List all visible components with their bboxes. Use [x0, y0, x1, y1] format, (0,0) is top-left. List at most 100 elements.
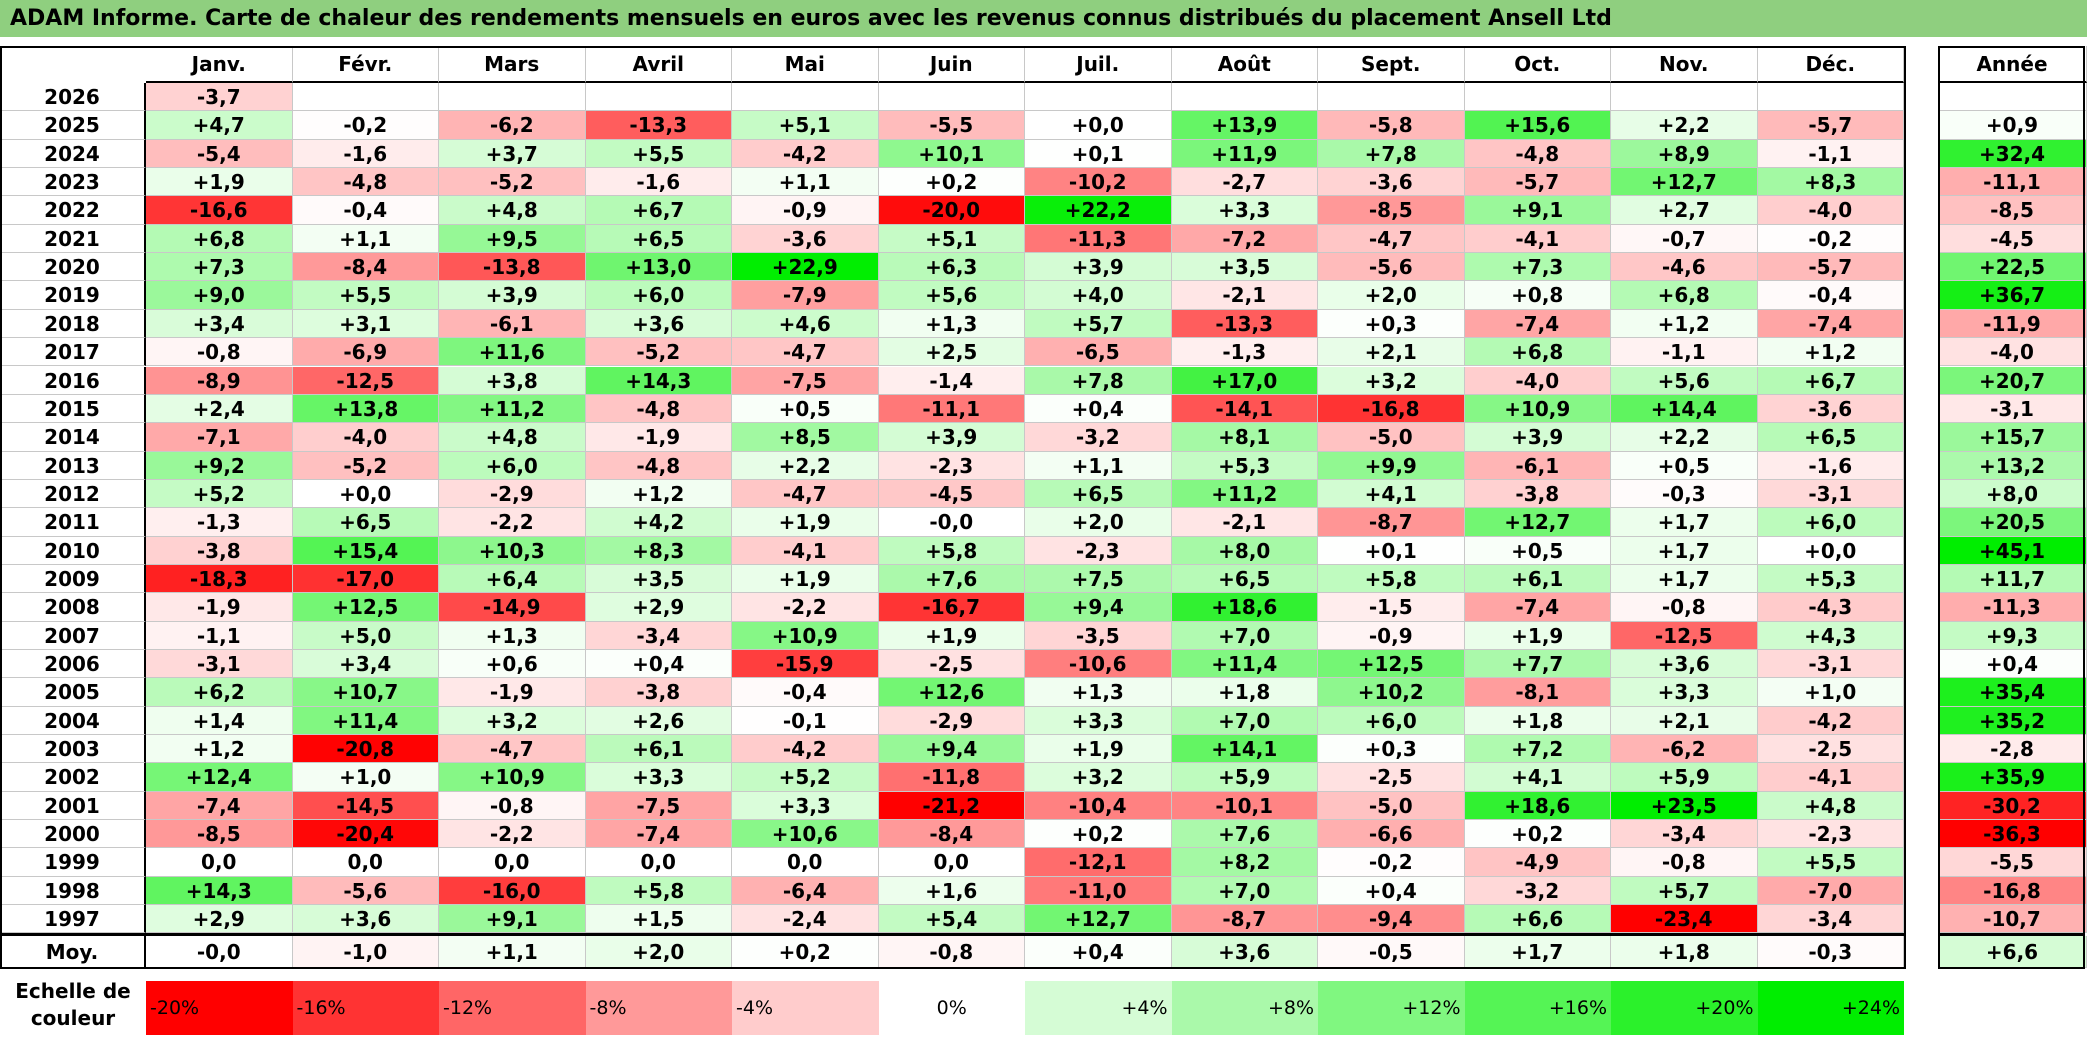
heatmap-cell: -9,4 — [1318, 905, 1465, 934]
heatmap-cell: +6,5 — [585, 224, 732, 254]
annual-cell: -36,3 — [1938, 820, 2087, 849]
heatmap-cell: -11,0 — [1025, 876, 1172, 906]
heatmap-cell: -2,9 — [878, 706, 1025, 736]
heatmap-cell: +3,4 — [292, 650, 439, 679]
heatmap-cell: +11,4 — [292, 706, 439, 736]
annual-cell: -30,2 — [1938, 791, 2087, 821]
heatmap-cell: -7,4 — [146, 791, 293, 821]
heatmap-cell: +5,9 — [1171, 763, 1318, 792]
heatmap-cell: +1,2 — [585, 479, 732, 509]
heatmap-cell: -1,1 — [1611, 338, 1758, 367]
heatmap-cell: +5,8 — [585, 876, 732, 906]
annual-cell: -5,5 — [1938, 848, 2087, 877]
heatmap-cell: -18,3 — [146, 564, 293, 594]
heatmap-cell: -3,1 — [146, 650, 293, 679]
heatmap-cell: +0,1 — [1318, 536, 1465, 565]
heatmap-cell: -2,4 — [732, 905, 879, 934]
heatmap-cell: -6,5 — [1025, 338, 1172, 367]
heatmap-cell: +10,6 — [732, 820, 879, 849]
heatmap-cell: +13,0 — [585, 253, 732, 282]
month-header: Oct. — [1464, 46, 1611, 83]
heatmap-cell: +0,5 — [1611, 451, 1758, 480]
heatmap-cell: +5,1 — [732, 111, 879, 140]
heatmap-cell: +7,0 — [1171, 706, 1318, 736]
heatmap-cell: -14,9 — [439, 593, 586, 622]
heatmap-cell: -23,4 — [1611, 905, 1758, 934]
heatmap-cell: +12,5 — [1318, 650, 1465, 679]
heatmap-cell: 0,0 — [878, 848, 1025, 877]
heatmap-cell: +6,0 — [1318, 706, 1465, 736]
annual-cell: +20,5 — [1938, 508, 2087, 537]
heatmap-cell: +9,4 — [1025, 593, 1172, 622]
heatmap-cell: +3,5 — [585, 564, 732, 594]
heatmap-cell: -3,4 — [1757, 905, 1904, 934]
heatmap-cell: -6,2 — [1611, 735, 1758, 764]
heatmap-cell: +6,1 — [1464, 564, 1611, 594]
heatmap-cell: +0,8 — [1464, 281, 1611, 310]
heatmap-cell: 0,0 — [585, 848, 732, 877]
heatmap-cell: +1,2 — [1611, 309, 1758, 339]
heatmap-cell: -4,1 — [1464, 224, 1611, 254]
heatmap-cell: -0,3 — [1611, 479, 1758, 509]
heatmap-cell: +1,3 — [878, 309, 1025, 339]
heatmap-cell: -6,1 — [439, 309, 586, 339]
heatmap-cell: -7,0 — [1757, 876, 1904, 906]
average-cell: +2,0 — [585, 935, 732, 968]
heatmap-cell: +9,9 — [1318, 451, 1465, 480]
heatmap-cell: +1,7 — [1611, 536, 1758, 565]
color-scale-label: Echelle de couleur — [15, 979, 131, 1030]
heatmap-cell: +3,6 — [1611, 650, 1758, 679]
heatmap-cell: +2,2 — [1611, 111, 1758, 140]
year-label: 2014 — [0, 423, 146, 452]
heatmap-cell: 0,0 — [292, 848, 439, 877]
heatmap-cell: -1,3 — [146, 508, 293, 537]
average-cell: +1,7 — [1464, 935, 1611, 968]
month-header: Juil. — [1025, 46, 1172, 83]
year-label: 2015 — [0, 394, 146, 424]
year-label: 1999 — [0, 848, 146, 877]
heatmap-cell: +1,5 — [585, 905, 732, 934]
heatmap-cell: -5,0 — [1318, 791, 1465, 821]
heatmap-cell: +6,8 — [1611, 281, 1758, 310]
heatmap-cell: +10,7 — [292, 678, 439, 707]
heatmap-cell: +8,3 — [1757, 168, 1904, 197]
heatmap-cell: -2,5 — [878, 650, 1025, 679]
heatmap-cell: +6,3 — [878, 253, 1025, 282]
heatmap-cell: -8,7 — [1318, 508, 1465, 537]
heatmap-cell: -7,5 — [732, 366, 879, 395]
heatmap-cell: -4,2 — [732, 139, 879, 169]
heatmap-cell: -3,4 — [585, 621, 732, 650]
heatmap-cell: -11,8 — [878, 763, 1025, 792]
heatmap-cell: +4,2 — [585, 508, 732, 537]
heatmap-cell: -0,8 — [1611, 848, 1758, 877]
heatmap-cell: +2,2 — [1611, 423, 1758, 452]
heatmap-cell: -3,2 — [1025, 423, 1172, 452]
heatmap-cell: -5,8 — [1318, 111, 1465, 140]
year-label: 2006 — [0, 650, 146, 679]
color-scale-step: +24% — [1757, 981, 1904, 1035]
annual-cell: +8,0 — [1938, 479, 2087, 509]
heatmap-cell: +1,9 — [1025, 735, 1172, 764]
color-scale-step: +4% — [1025, 981, 1172, 1035]
average-cell: +1,8 — [1611, 935, 1758, 968]
heatmap-cell: -1,9 — [439, 678, 586, 707]
annual-cell: -2,8 — [1938, 735, 2087, 764]
heatmap-cell: +1,9 — [146, 168, 293, 197]
heatmap-cell: -2,2 — [439, 508, 586, 537]
heatmap-cell: -5,2 — [585, 338, 732, 367]
year-label: 2000 — [0, 820, 146, 849]
heatmap-cell: +7,6 — [878, 564, 1025, 594]
heatmap-cell: -3,6 — [732, 224, 879, 254]
heatmap-cell: +5,2 — [146, 479, 293, 509]
heatmap-cell: +1,7 — [1611, 508, 1758, 537]
annual-cell: -4,5 — [1938, 224, 2087, 254]
heatmap-cell: -2,3 — [878, 451, 1025, 480]
heatmap-cell: -4,8 — [585, 451, 732, 480]
heatmap-cell: 0,0 — [439, 848, 586, 877]
heatmap-cell: -2,5 — [1757, 735, 1904, 764]
heatmap-cell: +5,5 — [585, 139, 732, 169]
heatmap-cell — [732, 83, 879, 112]
year-label: 2021 — [0, 224, 146, 254]
annual-cell: -10,7 — [1938, 905, 2087, 934]
heatmap-cell: +18,6 — [1464, 791, 1611, 821]
